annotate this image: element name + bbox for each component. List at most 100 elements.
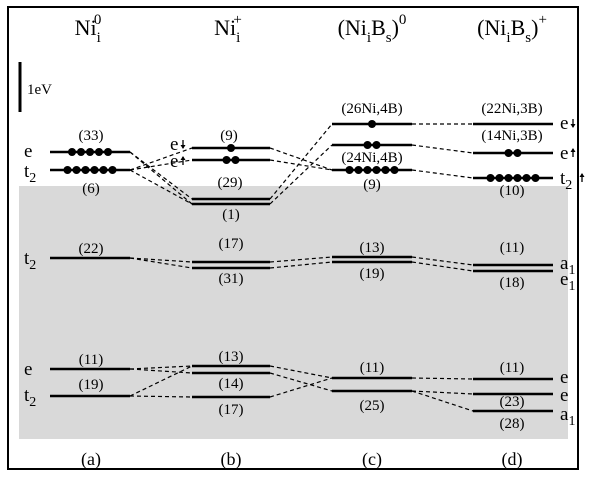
tag-b-4: (1) — [222, 207, 240, 223]
tag-d-8: (28) — [500, 416, 525, 432]
electron-dot — [63, 166, 72, 174]
connector-dash — [129, 257, 193, 263]
connector-dash — [411, 144, 474, 154]
connector-dash — [129, 169, 193, 205]
electron-dot — [86, 148, 94, 156]
tag-d-2: (14Ni,3B) — [481, 128, 542, 144]
sym-d-e1: e1 — [560, 269, 575, 294]
sym-d-e-down: e — [560, 113, 568, 134]
sym-a-t2-upper: t2 — [24, 161, 36, 186]
electron-dot — [504, 174, 513, 182]
electron-dot — [345, 166, 354, 174]
tag-d-3: (10) — [500, 183, 525, 199]
tag-b-9: (17) — [219, 402, 244, 418]
tag-b-3: (29) — [218, 175, 243, 191]
connector-dash — [269, 144, 333, 205]
connector-dash — [129, 368, 193, 374]
electron-dot — [504, 149, 513, 157]
connector-dash — [411, 377, 474, 380]
sym-d-t2-up: t2 — [560, 168, 572, 193]
header-c: (NiiBs)0 — [338, 12, 407, 46]
electron-dot — [104, 148, 112, 156]
panel-label-a: (a) — [81, 449, 101, 470]
connector-dash — [269, 123, 333, 200]
electron-dot — [108, 166, 117, 174]
energy-levels — [50, 120, 553, 413]
tag-a-t2-mid: (22) — [79, 241, 104, 257]
tag-c-4: (13) — [360, 240, 385, 256]
connector-dash — [269, 147, 333, 171]
electron-dot — [99, 166, 108, 174]
electron-dot — [231, 156, 240, 164]
tag-c-1: (26Ni,4B) — [341, 101, 402, 117]
spin-up-arrow — [180, 156, 186, 165]
electron-dot — [372, 166, 381, 174]
spin-up-arrow — [570, 148, 576, 157]
tag-c-7: (25) — [360, 398, 385, 414]
tag-d-6: (11) — [500, 360, 524, 376]
electron-dot — [81, 166, 90, 174]
electron-dot — [90, 166, 99, 174]
scale-label: 1eV — [27, 82, 52, 98]
tag-b-1: (9) — [220, 128, 238, 144]
tag-d-7: (23) — [500, 394, 525, 410]
electron-dot — [363, 166, 372, 174]
sym-d-a1: a1 — [560, 253, 575, 278]
tag-d-5: (18) — [500, 275, 525, 291]
sym-a-t2-mid: t2 — [24, 248, 36, 273]
panel-label-c: (c) — [362, 449, 382, 470]
electron-dot — [77, 148, 85, 156]
electron-dot — [68, 148, 76, 156]
connector-dash — [269, 377, 333, 398]
connector-dash — [269, 261, 333, 269]
electron-dot — [372, 141, 381, 149]
header-a: Nii0 — [75, 12, 102, 46]
connector-dash — [129, 147, 193, 171]
sym-d-e-a: e — [560, 367, 568, 388]
electron-dot — [95, 148, 103, 156]
connector-dash — [411, 390, 474, 412]
sym-d-a1-low: a1 — [560, 404, 575, 429]
sym-a-t2-lower: t2 — [24, 385, 36, 410]
sym-d-e-up: e — [560, 143, 568, 164]
connector-dash — [269, 256, 333, 263]
tag-b-8: (14) — [219, 376, 244, 392]
electron-dot — [531, 174, 540, 182]
tag-a-e-low: (11) — [79, 352, 103, 368]
valence-band-shade — [19, 186, 568, 439]
tag-d-4: (11) — [500, 240, 524, 256]
electron-dot — [522, 174, 531, 182]
connector-dash — [129, 257, 193, 269]
tag-c-5: (19) — [360, 266, 385, 282]
tag-d-1: (22Ni,3B) — [481, 101, 542, 117]
connector-dash — [129, 159, 193, 171]
sym-a-e-lower: e — [24, 359, 32, 380]
panel-label-b: (b) — [221, 449, 242, 470]
connector-dash — [411, 261, 474, 272]
tag-c-3: (9) — [363, 177, 381, 193]
electron-dot — [495, 174, 504, 182]
electron-dot — [381, 166, 390, 174]
tag-c-2: (24Ni,4B) — [341, 150, 402, 166]
tag-a-t2-low: (19) — [79, 377, 104, 393]
connector-dash — [411, 169, 474, 179]
sym-d-e-b: e — [560, 385, 568, 406]
electron-dot — [227, 144, 235, 152]
electron-dot — [368, 120, 376, 128]
connector-dash — [129, 365, 193, 370]
electron-dot — [72, 166, 81, 174]
tag-b-5: (17) — [219, 236, 244, 252]
tag-a-t2-up: (6) — [82, 181, 100, 197]
tag-a-e-up: (33) — [79, 128, 104, 144]
tag-b-6: (31) — [219, 271, 244, 287]
panel-label-d: (d) — [502, 449, 523, 470]
level-tags: (33) (6) (22) (11) (19) (9) (29) (1) (17) (31) (13… — [79, 101, 543, 432]
header-b: Nii+ — [214, 12, 242, 46]
spin-down-arrow — [180, 140, 186, 149]
electron-dot — [513, 174, 522, 182]
connector-dash — [129, 365, 193, 397]
connector-dash — [269, 365, 333, 379]
electron-dot — [513, 149, 522, 157]
electron-dot — [363, 141, 372, 149]
